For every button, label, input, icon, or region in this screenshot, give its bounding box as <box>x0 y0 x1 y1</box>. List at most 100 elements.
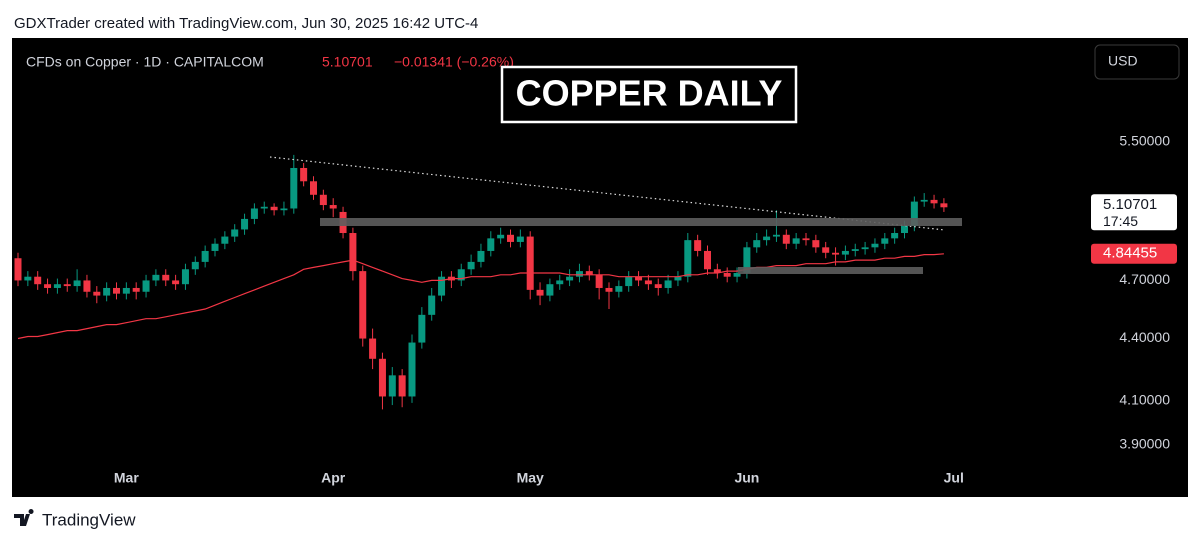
candle-body <box>743 247 751 273</box>
candle-body <box>585 271 593 275</box>
candle-body <box>34 276 42 285</box>
footer-logo <box>14 509 34 526</box>
candle-body <box>73 280 81 287</box>
candle-body <box>270 206 278 211</box>
y-tick-label: 3.90000 <box>1119 436 1170 452</box>
candle-body <box>14 258 22 281</box>
candle-body <box>832 252 840 255</box>
y-tick-label: 5.50000 <box>1119 133 1170 149</box>
candle-body <box>556 280 564 285</box>
currency-button[interactable] <box>1094 44 1180 80</box>
ma-price-box <box>1091 243 1177 264</box>
candle-body <box>191 261 199 270</box>
candle-body <box>329 205 337 209</box>
candle-body <box>142 280 150 292</box>
candle-body <box>250 208 258 219</box>
candle-body <box>881 238 889 244</box>
currency[interactable]: USD <box>1108 53 1138 69</box>
candle-body <box>516 236 524 242</box>
x-tick-label: Mar <box>114 470 139 486</box>
x-tick-label: Jun <box>734 470 759 486</box>
candle-body <box>723 272 731 277</box>
candle-body <box>63 284 71 287</box>
chart-title: COPPER DAILY <box>516 73 783 114</box>
candle-body <box>920 199 928 202</box>
countdown: 17:45 <box>1103 213 1138 229</box>
candle-body <box>290 167 298 209</box>
candle-body <box>812 240 820 248</box>
candle-body <box>359 271 367 339</box>
candle-body <box>704 250 711 270</box>
candle-body <box>300 167 308 182</box>
header: GDXTrader created with TradingView.com, … <box>14 15 478 32</box>
candle-body <box>822 247 830 253</box>
candle-body <box>910 201 918 226</box>
candle-body <box>763 236 771 241</box>
candle-body <box>241 218 249 230</box>
candle-body <box>467 261 475 270</box>
trend-line <box>269 156 946 231</box>
price-change: −0.01341 (−0.26%) <box>394 54 514 70</box>
candle-body <box>654 284 662 288</box>
last-price-label: 5.10701 <box>1103 196 1157 213</box>
candle-body <box>418 314 426 343</box>
candle-body <box>674 276 682 281</box>
candle-body <box>388 375 396 397</box>
candle-body <box>546 284 554 296</box>
candle-body <box>664 280 672 288</box>
y-tick-label: 4.10000 <box>1119 391 1170 407</box>
footer-brand: TradingView <box>42 510 136 529</box>
support-zone <box>738 267 923 274</box>
candle-body <box>122 287 130 294</box>
candle-body <box>211 243 219 251</box>
last-price: 5.10701 <box>322 54 373 70</box>
candle-body <box>53 284 61 288</box>
candle-body <box>349 233 357 272</box>
candle-body <box>497 234 505 239</box>
candle-body <box>378 358 386 397</box>
candle-body <box>694 240 702 251</box>
title-box <box>500 65 798 124</box>
candle-body <box>615 286 623 292</box>
candle-body <box>851 249 859 251</box>
candle-body <box>221 236 229 244</box>
candle-body <box>507 234 514 242</box>
candle-body <box>113 287 120 294</box>
candle-body <box>595 274 603 288</box>
resistance-zone <box>320 218 962 226</box>
x-tick-label: May <box>517 470 544 486</box>
candle-body <box>398 375 406 397</box>
candle-body <box>713 269 721 273</box>
candle-body <box>103 287 111 296</box>
candle-body <box>44 284 52 288</box>
candle-body <box>635 276 643 281</box>
candle-body <box>782 234 790 244</box>
last-price-box <box>1091 194 1177 231</box>
x-tick-label: Apr <box>321 470 346 486</box>
candle-body <box>201 250 209 262</box>
y-tick-label: 4.70000 <box>1119 271 1170 287</box>
candle-body <box>319 194 327 206</box>
candle-body <box>605 287 613 292</box>
candle-body <box>93 291 101 296</box>
candle-body <box>162 274 170 281</box>
plot <box>14 154 948 410</box>
x-tick-label: Jul <box>944 470 964 486</box>
candle-body <box>733 272 741 277</box>
candle-body <box>24 276 32 281</box>
candle-body <box>260 206 268 209</box>
y-tick-label: 4.40000 <box>1119 329 1170 345</box>
candle-body <box>684 240 692 277</box>
candle-body <box>802 238 810 241</box>
candle-body <box>428 295 436 315</box>
candle-body <box>487 238 495 251</box>
candle-body <box>901 225 908 234</box>
candle-body <box>930 199 938 204</box>
candle-body <box>477 250 485 262</box>
candle-body <box>575 271 583 277</box>
candle-body <box>231 229 239 237</box>
candle-body <box>83 280 91 292</box>
candle-body <box>940 203 948 208</box>
candle-body <box>172 280 180 285</box>
